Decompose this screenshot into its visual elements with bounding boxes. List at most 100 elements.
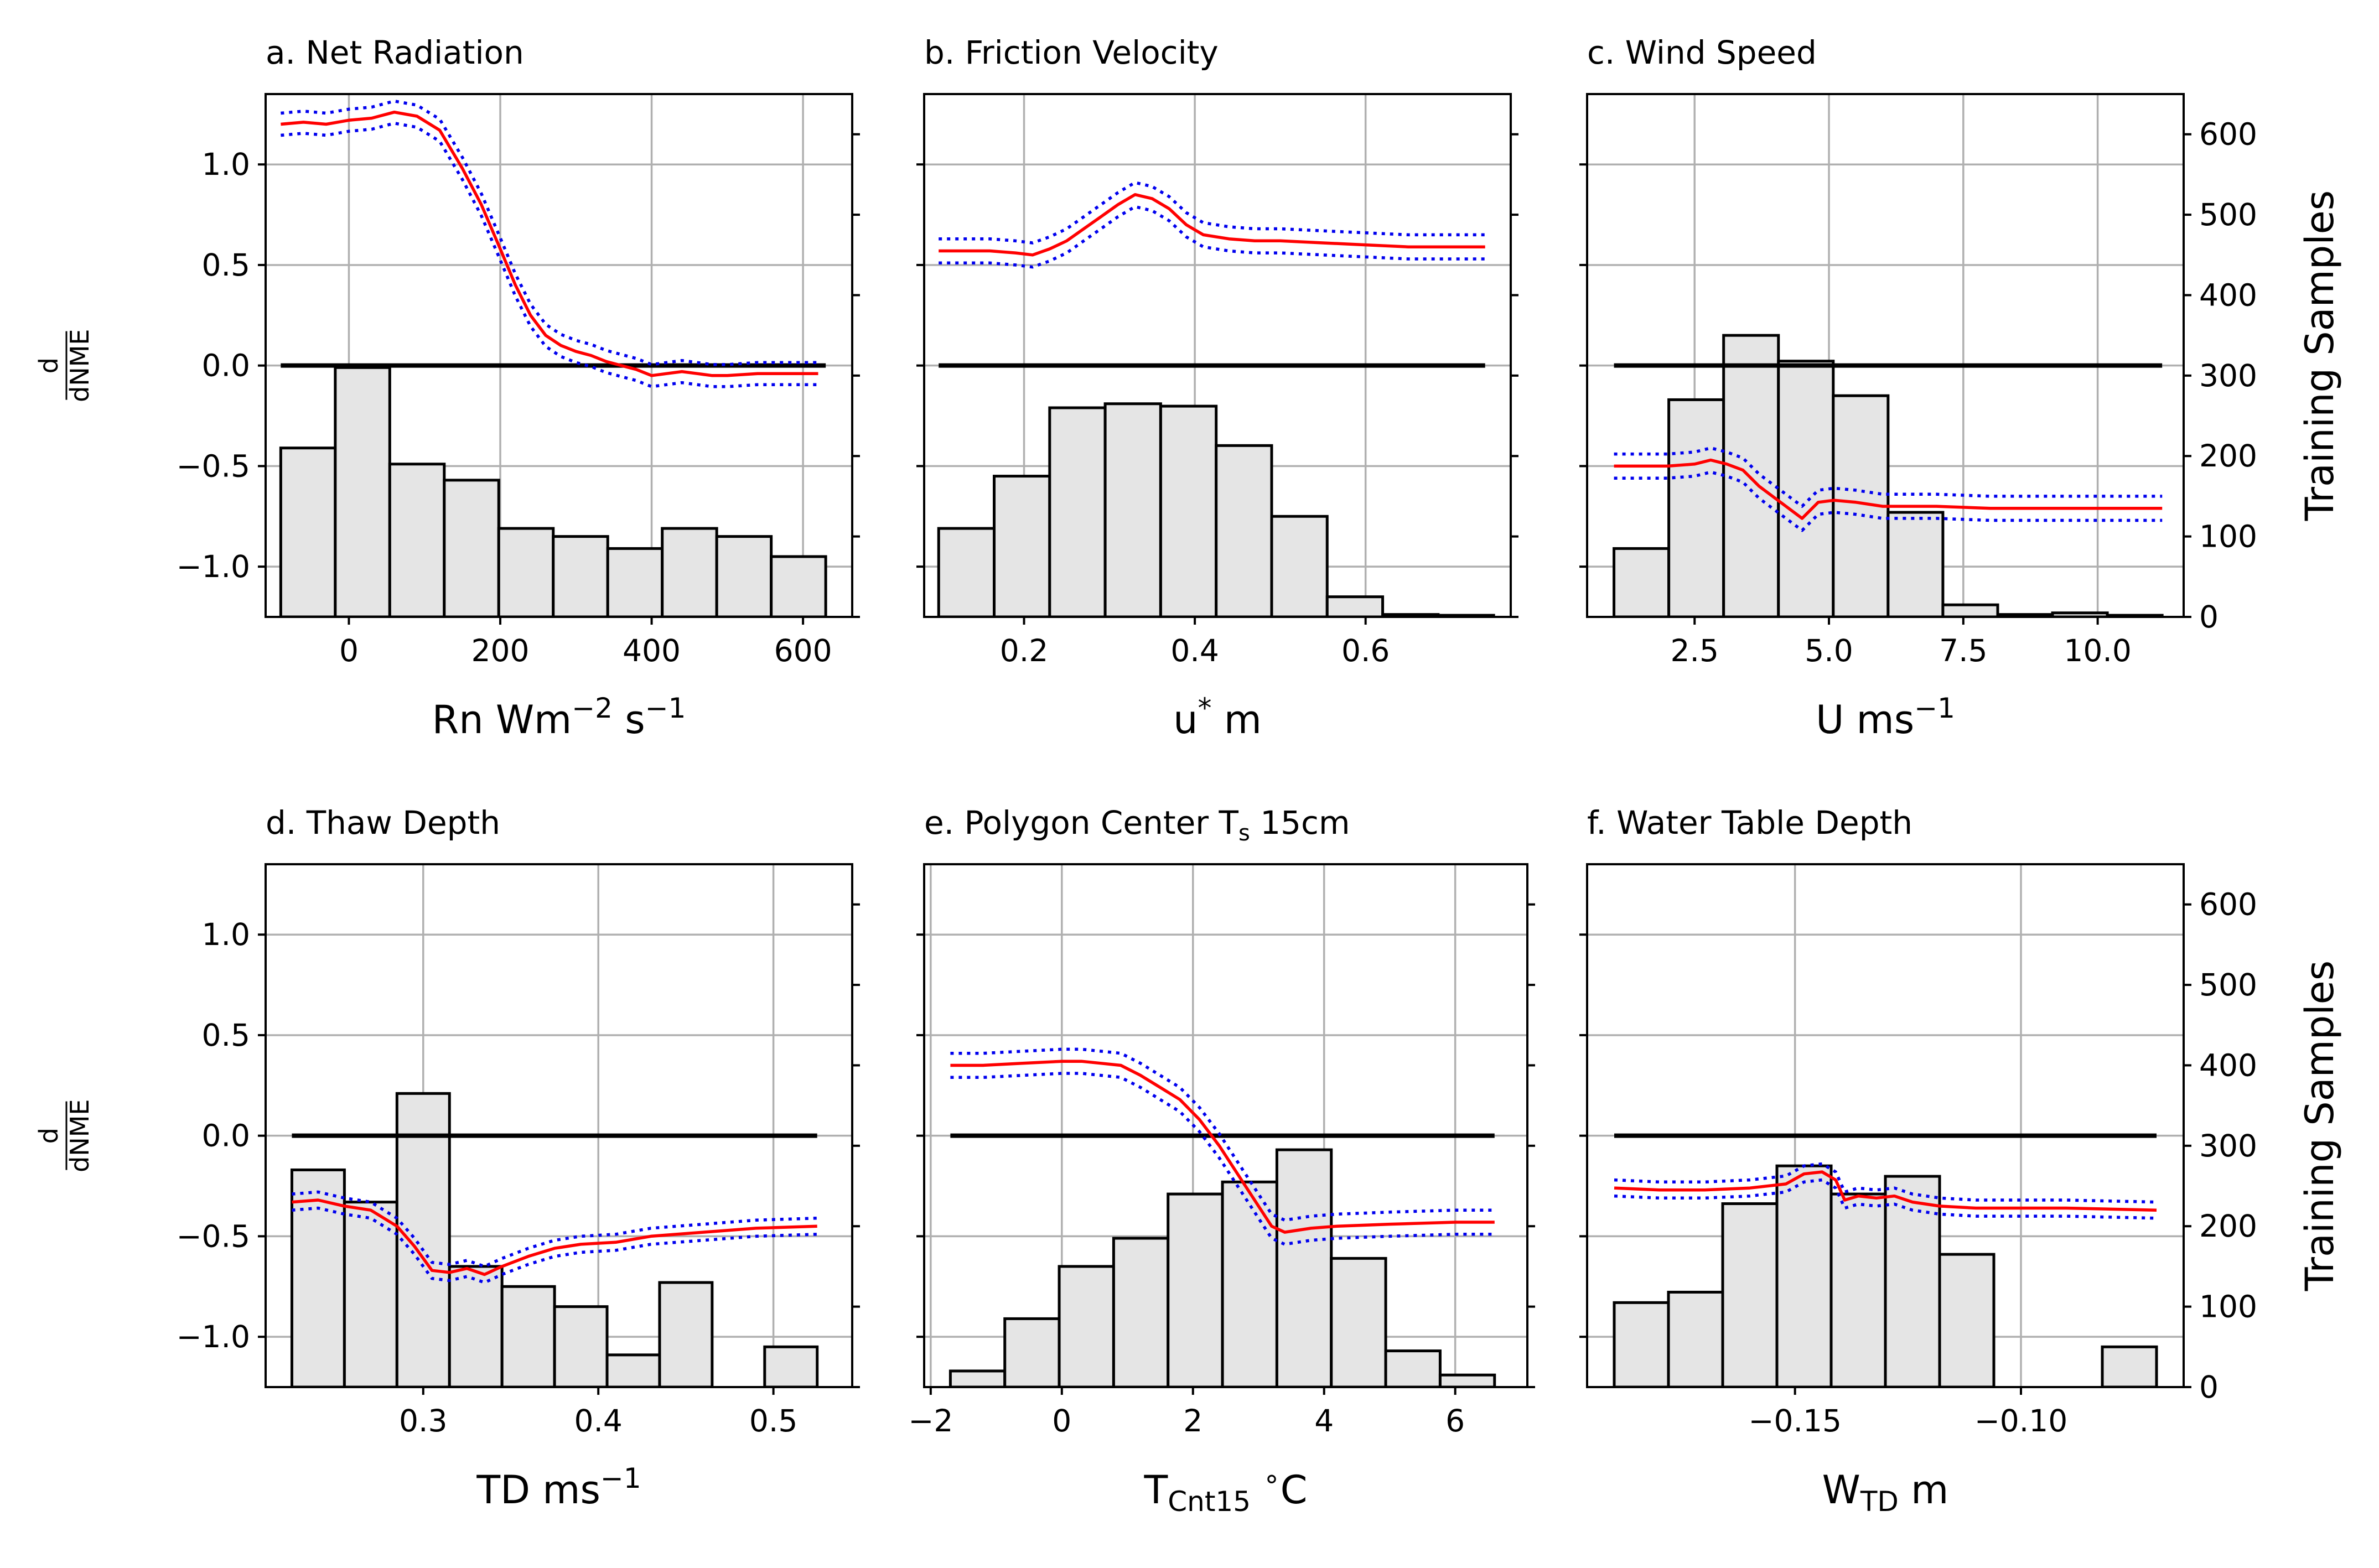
plot-area: [1587, 94, 2184, 617]
panel-title-tail: 15cm: [1250, 804, 1350, 842]
histogram-bar: [658, 1281, 714, 1387]
right-axis-label: Training Samples: [2297, 960, 2342, 1291]
y2-tick-label: 300: [2199, 358, 2257, 393]
histogram-bar: [1613, 1301, 1670, 1387]
histogram-bar: [1775, 1164, 1833, 1387]
histogram-bar: [763, 1345, 819, 1387]
upper-bound-line: [1614, 446, 2163, 508]
x-tick-label: 200: [471, 633, 530, 668]
left-axis-label: d dNME: [34, 1099, 95, 1172]
y-tick-label: 0.5: [202, 247, 250, 283]
histogram-bar: [1215, 444, 1273, 617]
panel-title: e. Polygon Center Ts 15cm: [924, 804, 1350, 846]
histogram-bar: [448, 1265, 504, 1387]
histogram-bar: [605, 1353, 661, 1387]
x-label-mid: s: [613, 697, 645, 743]
mean-line: [292, 1198, 817, 1276]
y-tick-label: −0.5: [176, 1218, 250, 1254]
y2-tick-label: 0: [2199, 1369, 2219, 1405]
x-label-superscript: −1: [1914, 692, 1955, 724]
histogram-bar: [1938, 1253, 1996, 1387]
y2-tick-label: 0: [2199, 599, 2219, 635]
panel-title-main: a. Net Radiation: [266, 34, 524, 71]
y-tick-label: −0.5: [176, 448, 250, 484]
x-axis-label: WTD m: [1822, 1467, 1949, 1518]
axes-frame: [1586, 863, 2185, 1388]
x-axis-label: TCnt15 ∘C: [1143, 1462, 1307, 1518]
plot-area: [924, 94, 1511, 617]
histogram-bar: [1003, 1317, 1061, 1387]
histogram-bar: [1325, 595, 1385, 617]
x-tick-label: 600: [774, 633, 832, 668]
upper-bound-line: [939, 181, 1485, 245]
x-label-base: U ms: [1816, 697, 1914, 743]
histogram-bar: [1777, 360, 1835, 617]
left-label-numerator: d: [34, 357, 64, 373]
histogram-bar: [949, 1369, 1007, 1387]
histogram-bar: [1270, 515, 1329, 617]
left-axis-label: d dNME: [34, 329, 95, 402]
histogram-bar: [1159, 404, 1218, 617]
y2-tick-label: 500: [2199, 967, 2257, 1003]
panel-title-main: d. Thaw Depth: [266, 804, 500, 842]
x-tick-label: 5.0: [1805, 633, 1853, 668]
upper-bound-line: [950, 1047, 1495, 1222]
histogram-bar: [1884, 1175, 1941, 1387]
upper-bound-line: [281, 99, 818, 366]
right-axis-label: Training Samples: [2297, 190, 2342, 521]
upper-bound-line: [1614, 1162, 2157, 1204]
histogram-bar: [2101, 1345, 2158, 1387]
mean-line: [939, 193, 1485, 257]
y2-tick-label: 400: [2199, 277, 2257, 313]
lower-bound-line: [1614, 470, 2163, 532]
histogram-bar: [553, 1305, 609, 1387]
histogram-bar: [443, 479, 500, 617]
x-label-superscript-2: −1: [645, 692, 686, 724]
panel-c: 2.5 5.0 7.5 10.0 0 100 200 300 400 500 600 c. Wind …: [1579, 34, 2342, 743]
histogram-bar: [1438, 1373, 1496, 1387]
histogram-bar: [606, 547, 664, 617]
histogram-bar: [1112, 1237, 1170, 1387]
histogram-bar: [388, 463, 446, 617]
histogram-bar: [1221, 1180, 1278, 1387]
histogram-bar: [290, 1168, 346, 1387]
histogram-bar: [1829, 1192, 1887, 1387]
panel-d: 0.3 0.4 0.5 1.0 0.5 0.0 −0.5 −1.0 d. Thaw Depth T…: [34, 804, 860, 1513]
histogram-bar: [1941, 603, 1999, 617]
x-label-base: TD ms: [476, 1467, 600, 1513]
panel-f: −0.15 −0.10 0 100 200 300 400 500 600 f. Water Ta…: [1579, 804, 2342, 1518]
panel-title: f. Water Table Depth: [1587, 804, 1912, 842]
histogram-bar: [1103, 402, 1162, 617]
histogram-bar: [497, 527, 555, 617]
x-tick-label: 0.6: [1341, 633, 1390, 668]
histogram-bar: [1613, 547, 1671, 617]
panel-title-main: f. Water Table Depth: [1587, 804, 1912, 842]
x-tick-label: −0.15: [1748, 1403, 1842, 1439]
x-label-mid: m: [1211, 697, 1261, 743]
histogram-bar: [395, 1092, 451, 1387]
histogram-bar: [1721, 1202, 1779, 1387]
x-label-base: u: [1173, 697, 1198, 743]
upper-bound-line: [292, 1190, 817, 1268]
y2-tick-label: 100: [2199, 1289, 2257, 1325]
y2-tick-label: 200: [2199, 1208, 2257, 1244]
histogram-bar: [1275, 1148, 1333, 1387]
x-tick-label: 0.4: [574, 1403, 622, 1439]
y-tick-label: 0.5: [202, 1017, 250, 1053]
x-label-superscript: −2: [572, 692, 613, 724]
x-label-mid: m: [1899, 1467, 1948, 1513]
x-tick-label: −0.10: [1974, 1403, 2068, 1439]
x-label-subscript: Cnt15: [1168, 1486, 1251, 1518]
lower-bound-line: [292, 1206, 817, 1284]
x-tick-label: 7.5: [1939, 633, 1987, 668]
histogram-bar: [1167, 1192, 1224, 1387]
x-axis-label: Rn Wm−2 s−1: [432, 692, 686, 743]
lower-bound-line: [1614, 1178, 2157, 1220]
x-tick-label: 0.3: [399, 1403, 447, 1439]
x-axis-label: U ms−1: [1816, 692, 1955, 743]
left-label-numerator: d: [34, 1128, 64, 1144]
x-tick-label: 0: [1052, 1403, 1071, 1439]
plot-area: [1587, 864, 2184, 1387]
